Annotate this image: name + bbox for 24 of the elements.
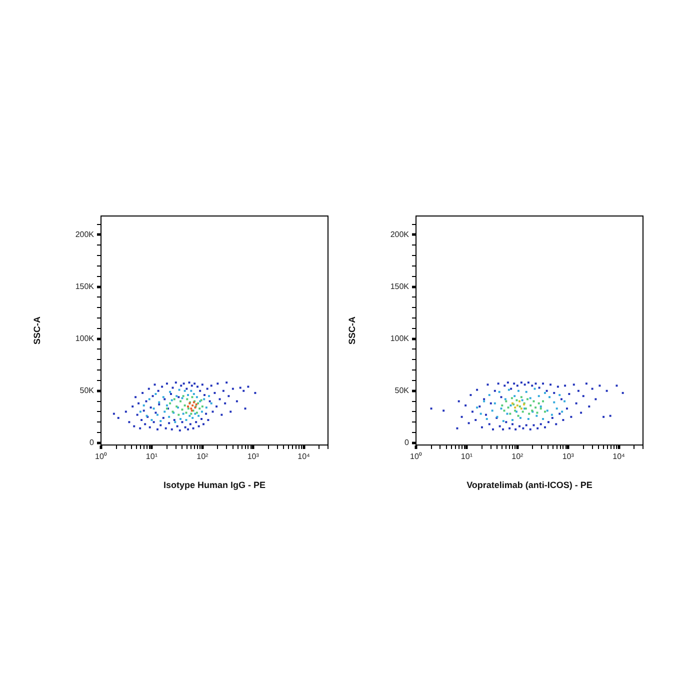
x-tick-label: 10⁰ (95, 452, 107, 462)
x-tick-label: 10⁴ (298, 452, 311, 462)
y-axis-title: SSC-A (346, 316, 357, 345)
x-tick-label: 10² (196, 452, 209, 462)
x-tick-label: 10¹ (460, 452, 473, 462)
x-tick-label: 10¹ (146, 452, 158, 462)
y-axis-title: SSC-A (32, 316, 42, 345)
x-axis-title: Vopratelimab (anti-ICOS) - PE (466, 480, 592, 490)
x-tick-label: 10³ (247, 452, 260, 462)
y-tick-label: 50K (394, 386, 410, 396)
y-tick-label: 150K (75, 282, 95, 291)
x-tick-label: 10⁴ (612, 452, 626, 462)
y-tick-label: 0 (404, 438, 410, 448)
x-axis-title: Isotype Human IgG - PE (163, 480, 266, 490)
y-tick-label: 50K (80, 386, 95, 396)
x-tick-label: 10⁰ (410, 452, 422, 462)
y-tick-label: 150K (390, 282, 410, 291)
y-tick-label: 200K (75, 230, 95, 239)
y-tick-label: 100K (390, 334, 410, 344)
y-tick-label: 100K (75, 334, 95, 344)
x-tick-label: 10³ (562, 452, 574, 462)
x-tick-label: 10² (512, 452, 524, 462)
y-tick-label: 0 (90, 438, 95, 448)
y-tick-label: 200K (390, 230, 410, 239)
